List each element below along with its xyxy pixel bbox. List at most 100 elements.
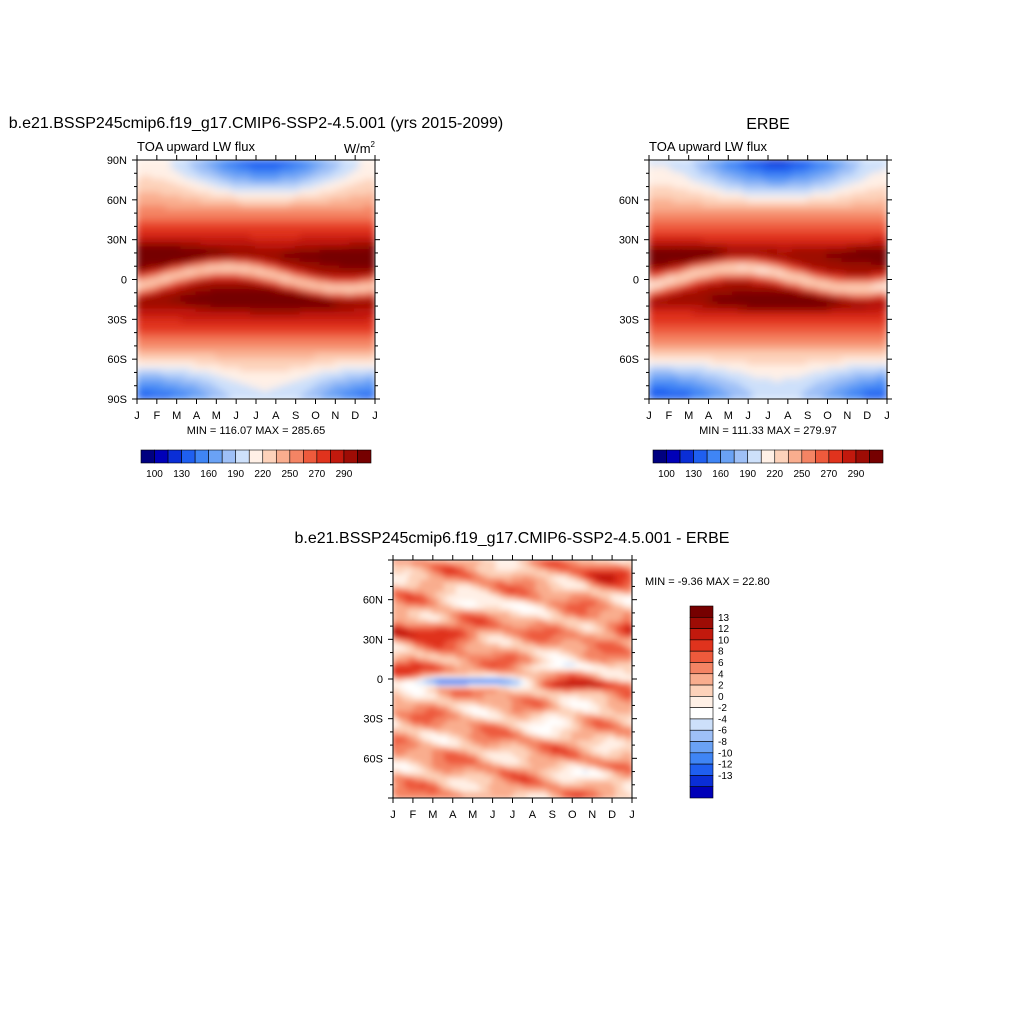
- field-cell: [309, 271, 317, 278]
- field-cell: [791, 215, 799, 221]
- field-cell: [339, 328, 347, 334]
- field-cell: [299, 371, 307, 377]
- field-cell: [687, 198, 695, 205]
- field-cell: [871, 205, 879, 211]
- field-cell: [279, 241, 287, 248]
- field-cell: [165, 228, 173, 235]
- field-cell: [771, 202, 779, 208]
- field-cell: [667, 205, 675, 211]
- field-cell: [722, 215, 730, 221]
- field-cell: [742, 255, 750, 261]
- field-cell: [349, 235, 357, 241]
- field-cell: [339, 285, 347, 291]
- field-cell: [175, 298, 183, 304]
- field-cell: [225, 318, 233, 324]
- field-cell: [707, 192, 715, 198]
- field-cell: [354, 301, 362, 308]
- field-cell: [185, 318, 193, 324]
- field-cell: [349, 305, 357, 311]
- field-cell: [140, 351, 148, 357]
- field-cell: [762, 202, 769, 208]
- field-cell: [851, 162, 859, 168]
- field-cell: [856, 212, 864, 218]
- field-cell: [165, 265, 173, 271]
- field-cell: [334, 222, 342, 228]
- field-cell: [702, 225, 710, 231]
- field-cell: [215, 215, 223, 221]
- field-cell: [324, 354, 332, 361]
- field-cell: [349, 172, 357, 178]
- field-cell: [264, 178, 272, 185]
- field-cell: [259, 202, 267, 208]
- field-cell: [771, 255, 779, 261]
- field-cell: [279, 391, 287, 397]
- field-cell: [702, 218, 710, 225]
- field-cell: [836, 251, 844, 258]
- field-cell: [269, 271, 277, 278]
- field-cell: [687, 202, 695, 208]
- field-cell: [702, 215, 710, 221]
- field-cell: [284, 328, 292, 334]
- field-cell: [662, 222, 670, 228]
- field-cell: [215, 232, 223, 238]
- field-cell: [185, 321, 193, 327]
- field-cell: [255, 291, 262, 298]
- field-cell: [349, 374, 357, 381]
- field-cell: [264, 344, 272, 351]
- field-cell: [816, 175, 824, 181]
- field-cell: [294, 351, 302, 357]
- field-cell: [180, 318, 188, 324]
- field-cell: [871, 251, 879, 258]
- field-cell: [274, 222, 282, 228]
- field-cell: [319, 285, 327, 291]
- field-cell: [175, 255, 183, 261]
- field-cell: [195, 358, 203, 364]
- field-cell: [851, 245, 859, 251]
- field-cell: [359, 172, 367, 178]
- colorbar-label: 220: [254, 469, 271, 480]
- field-cell: [230, 172, 238, 178]
- field-cell: [737, 215, 745, 221]
- field-cell: [881, 172, 887, 178]
- field-cell: [821, 168, 829, 175]
- field-cell: [279, 271, 287, 278]
- field-cell: [682, 192, 690, 198]
- field-cell: [180, 341, 188, 347]
- field-cell: [717, 168, 725, 175]
- field-cell: [876, 192, 884, 198]
- field-cell: [235, 351, 243, 357]
- field-cell: [334, 265, 342, 271]
- field-cell: [309, 218, 317, 225]
- field-cell: [324, 311, 332, 318]
- field-cell: [195, 160, 203, 165]
- field-cell: [349, 315, 357, 321]
- field-cell: [185, 361, 193, 367]
- field-cell: [324, 384, 332, 391]
- field-cell: [250, 308, 257, 314]
- field-cell: [722, 235, 730, 241]
- field-cell: [225, 215, 233, 221]
- field-cell: [657, 168, 665, 175]
- field-cell: [230, 218, 238, 225]
- field-cell: [240, 268, 248, 274]
- field-cell: [250, 331, 257, 337]
- field-cell: [289, 195, 297, 201]
- field-cell: [309, 338, 317, 344]
- field-cell: [279, 265, 287, 271]
- field-cell: [210, 265, 218, 271]
- x-tick-label: J: [372, 410, 378, 422]
- field-cell: [732, 238, 740, 244]
- field-cell: [145, 311, 153, 318]
- field-cell: [324, 364, 332, 371]
- field-cell: [155, 258, 163, 264]
- field-cell: [816, 160, 824, 165]
- field-cell: [767, 175, 774, 181]
- field-cell: [359, 341, 367, 347]
- field-cell: [319, 160, 327, 165]
- field-cell: [742, 218, 750, 225]
- field-cell: [250, 182, 257, 188]
- field-cell: [289, 235, 297, 241]
- field-cell: [190, 238, 198, 244]
- field-cell: [250, 278, 257, 284]
- field-cell: [230, 351, 238, 357]
